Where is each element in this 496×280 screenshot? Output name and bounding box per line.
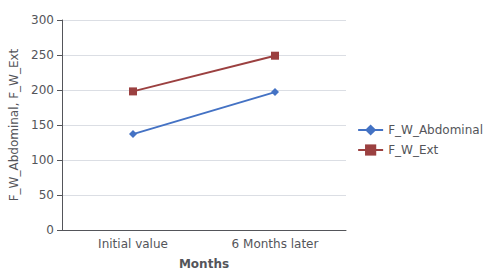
svg-text:F_W_Abdominal: F_W_Abdominal xyxy=(388,123,483,137)
svg-text:300: 300 xyxy=(31,13,54,27)
svg-text:250: 250 xyxy=(31,48,54,62)
svg-text:150: 150 xyxy=(31,118,54,132)
svg-text:F_W_Abdominal, F_W_Ext: F_W_Abdominal, F_W_Ext xyxy=(7,48,21,201)
svg-text:Months: Months xyxy=(179,257,229,271)
svg-text:F_W_Ext: F_W_Ext xyxy=(388,143,438,157)
svg-text:6 Months later: 6 Months later xyxy=(232,237,319,251)
svg-text:200: 200 xyxy=(31,83,54,97)
svg-text:100: 100 xyxy=(31,153,54,167)
svg-text:50: 50 xyxy=(39,188,54,202)
svg-text:Initial value: Initial value xyxy=(98,237,168,251)
svg-text:0: 0 xyxy=(46,223,54,237)
